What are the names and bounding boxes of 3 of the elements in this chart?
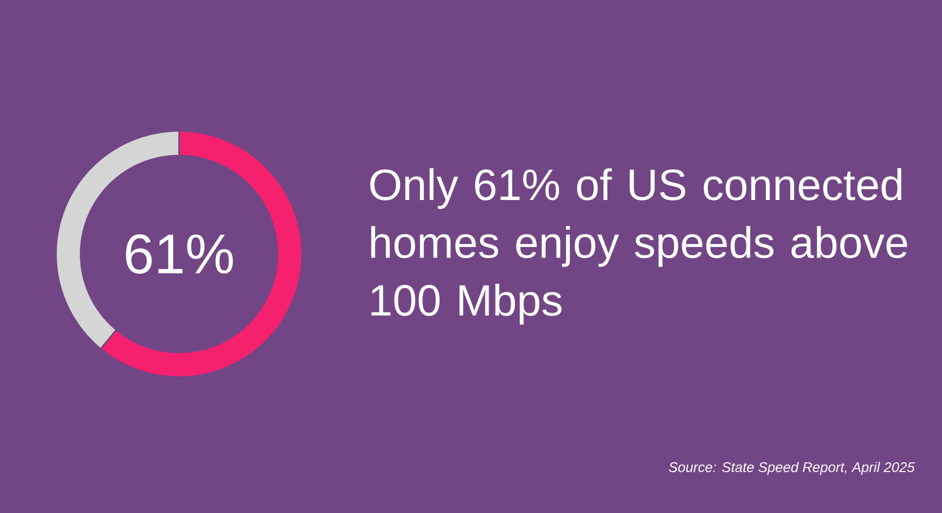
source-note: Source: State Speed Report, April 2025	[668, 462, 915, 475]
data-label: 61%	[126, 234, 233, 274]
text: Only 61% of US connected homes enjoy speeds above 100 Mbps	[370, 168, 908, 325]
